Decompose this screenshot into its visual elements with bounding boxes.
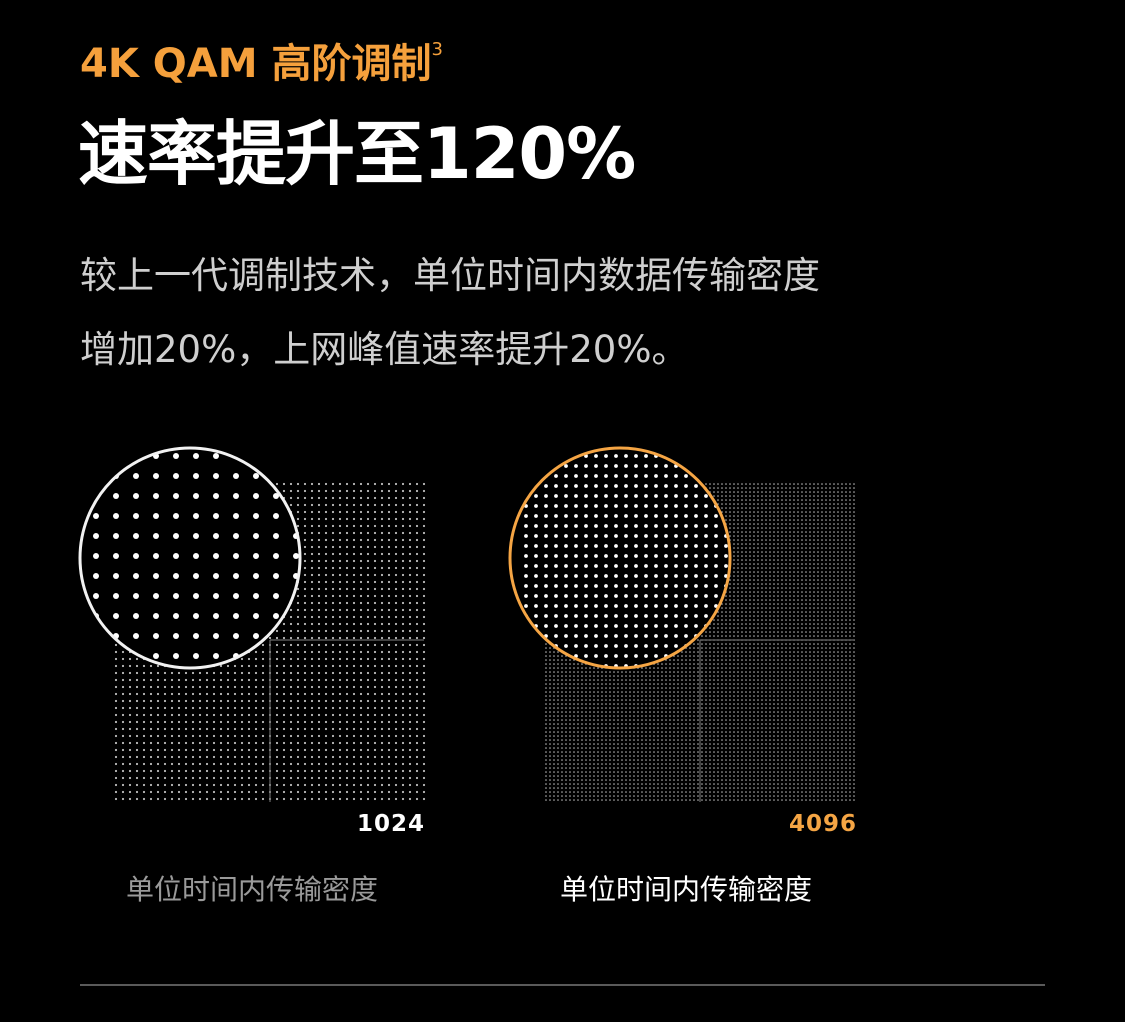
description-line-1: 较上一代调制技术，单位时间内数据传输密度 (80, 254, 820, 297)
constellation-4096-svg (508, 446, 855, 802)
magnifier-ring (508, 446, 732, 670)
constellation-1024-svg (78, 446, 426, 802)
footnote-marker: 3 (431, 39, 443, 60)
constellation-value-1024: 1024 (356, 811, 425, 837)
magnifier-fill (510, 448, 730, 668)
description-line-2: 增加20%，上网峰值速率提升20%。 (80, 328, 689, 371)
magnifier-ring (78, 446, 302, 670)
constellation-value-4096: 4096 (788, 811, 857, 837)
eyebrow-text: 4K QAM 高阶调制 (80, 41, 432, 87)
caption-1024: 单位时间内传输密度 (126, 873, 379, 906)
constellation-graphic-1024 (78, 440, 438, 810)
constellation-graphic-4096 (508, 440, 868, 810)
headline: 速率提升至120% (78, 113, 636, 195)
caption-4096: 单位时间内传输密度 (560, 873, 813, 906)
eyebrow-title: 4K QAM 高阶调制3 (80, 38, 443, 90)
magnified-dots (524, 454, 728, 668)
magnifier-fill (80, 448, 300, 668)
bottom-divider (80, 984, 1045, 986)
description: 较上一代调制技术，单位时间内数据传输密度 增加20%，上网峰值速率提升20%。 (80, 252, 1060, 400)
